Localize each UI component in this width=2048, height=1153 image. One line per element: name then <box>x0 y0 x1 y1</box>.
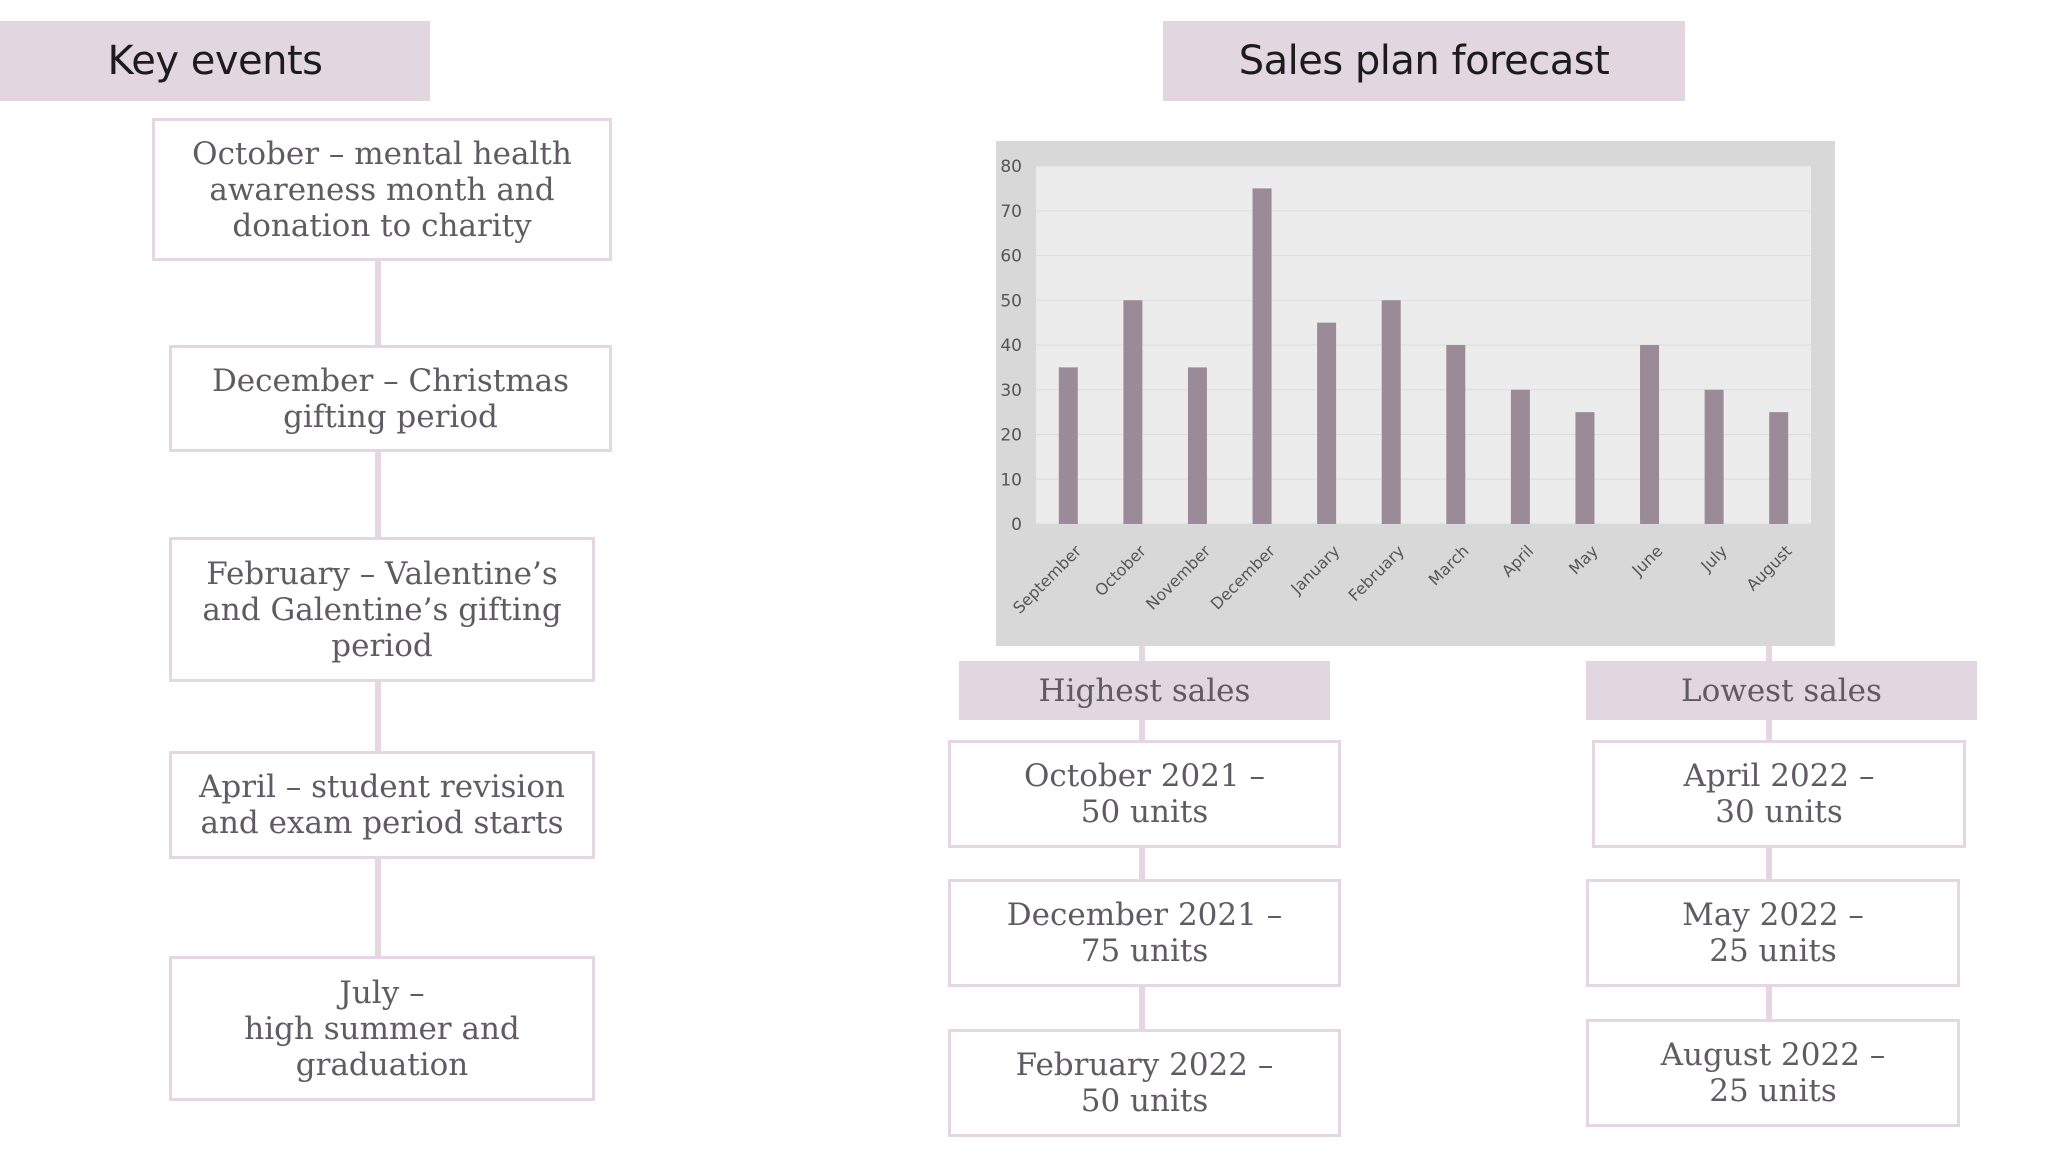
highest-sales-item: October 2021 – 50 units <box>948 740 1341 848</box>
x-tick-label: July <box>1696 541 1730 575</box>
sales-bar-chart: 0 10 20 30 40 50 60 70 80 September October Novembe… <box>996 141 1835 646</box>
key-event-february: February – Valentine’s and Galentine’s g… <box>169 537 595 682</box>
bar <box>1769 412 1789 524</box>
y-tick-label: 40 <box>1000 336 1022 356</box>
key-event-july: July – high summer and graduation <box>169 956 595 1101</box>
key-events-connector <box>375 856 381 958</box>
lowest-connector <box>1766 720 1772 742</box>
lowest-sales-item: August 2022 – 25 units <box>1586 1019 1960 1127</box>
x-tick-label: October <box>1091 541 1150 600</box>
highest-sales-item: December 2021 – 75 units <box>948 879 1341 987</box>
x-tick-label: August <box>1743 541 1796 594</box>
x-tick-label: November <box>1142 541 1215 614</box>
x-tick-label: May <box>1565 541 1602 578</box>
x-tick-label: January <box>1286 541 1343 598</box>
bar <box>1252 188 1272 524</box>
key-events-title: Key events <box>0 21 430 101</box>
highest-sales-item: February 2022 – 50 units <box>948 1029 1341 1137</box>
key-events-connector <box>375 678 381 754</box>
lowest-sales-item: April 2022 – 30 units <box>1592 740 1966 848</box>
key-event-october: October – mental health awareness month … <box>152 118 612 261</box>
bar <box>1510 389 1530 524</box>
y-tick-label: 60 <box>1000 247 1022 267</box>
x-tick-label: December <box>1207 541 1279 613</box>
bar <box>1058 367 1078 524</box>
chart-connector <box>1139 646 1145 662</box>
x-tick-label: February <box>1344 541 1408 605</box>
highest-connector <box>1139 720 1145 742</box>
bar <box>1123 300 1143 524</box>
bar <box>1446 345 1466 524</box>
bar <box>1704 389 1724 524</box>
y-tick-label: 30 <box>1000 381 1022 401</box>
y-tick-label: 80 <box>1000 157 1022 177</box>
x-tick-label: September <box>1009 541 1085 617</box>
y-tick-label: 10 <box>1000 470 1022 490</box>
lowest-sales-item: May 2022 – 25 units <box>1586 879 1960 987</box>
y-tick-label: 50 <box>1000 291 1022 311</box>
x-tick-label: March <box>1425 541 1473 589</box>
highest-connector <box>1139 848 1145 880</box>
key-event-april: April – student revision and exam period… <box>169 751 595 859</box>
chart-connector <box>1766 646 1772 662</box>
bar <box>1640 345 1660 524</box>
sales-plan-title: Sales plan forecast <box>1163 21 1685 101</box>
bar <box>1575 412 1595 524</box>
bar <box>1187 367 1207 524</box>
y-tick-label: 20 <box>1000 426 1022 446</box>
bar <box>1381 300 1401 524</box>
highest-connector <box>1139 987 1145 1030</box>
highest-sales-label: Highest sales <box>959 661 1330 720</box>
x-tick-label: April <box>1498 541 1537 580</box>
bar <box>1317 322 1337 524</box>
lowest-connector <box>1766 848 1772 880</box>
key-events-connector <box>375 258 381 350</box>
key-event-december: December – Christmas gifting period <box>169 345 612 452</box>
chart-svg: 0 10 20 30 40 50 60 70 80 September OctoberNovembe… <box>1000 157 1811 617</box>
y-tick-label: 70 <box>1000 202 1022 222</box>
x-tick-label: June <box>1628 541 1667 580</box>
lowest-connector <box>1766 987 1772 1021</box>
y-tick-label: 0 <box>1011 515 1022 535</box>
key-events-connector <box>375 448 381 540</box>
lowest-sales-label: Lowest sales <box>1586 661 1977 720</box>
